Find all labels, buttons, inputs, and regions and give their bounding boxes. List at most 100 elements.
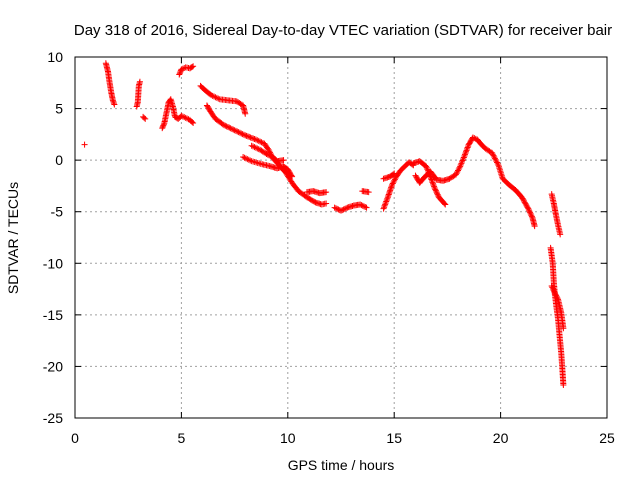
data-point [189, 63, 196, 70]
y-tick-label: -25 [43, 410, 63, 426]
y-tick-label: -10 [43, 255, 63, 271]
data-point [491, 154, 498, 161]
x-tick-label: 15 [386, 430, 402, 446]
data-point [490, 152, 497, 159]
data-point [554, 295, 561, 302]
grid-lines [75, 57, 607, 418]
data-point [250, 135, 257, 142]
data-point [258, 139, 265, 146]
data-point [432, 186, 439, 193]
data-point [528, 212, 535, 219]
y-tick-label: -5 [51, 204, 64, 220]
data-point [250, 143, 257, 150]
data-point [247, 134, 254, 141]
data-point [239, 131, 246, 138]
data-point [458, 160, 465, 167]
data-point [465, 143, 472, 150]
data-point [429, 179, 436, 186]
data-point [430, 182, 437, 189]
data-point [323, 200, 330, 207]
data-point [521, 199, 528, 206]
data-point [455, 166, 462, 173]
data-point [524, 204, 531, 211]
data-point [389, 181, 396, 188]
y-axis-title: SDTVAR / TECUs [5, 182, 21, 294]
data-point [471, 135, 478, 142]
data-point [549, 285, 556, 292]
data-point [560, 381, 567, 388]
data-point [494, 160, 501, 167]
data-point [381, 202, 388, 209]
y-tick-label: 0 [55, 152, 63, 168]
data-point [184, 115, 191, 122]
data-point [461, 153, 468, 160]
data-point [519, 195, 526, 202]
data-point [179, 113, 186, 120]
data-point [223, 123, 230, 130]
data-point [231, 127, 238, 134]
data-point [434, 190, 441, 197]
data-point [289, 173, 296, 180]
data-point [228, 125, 235, 132]
data-point [382, 201, 389, 208]
data-point [520, 196, 527, 203]
data-point [389, 180, 396, 187]
x-tick-label: 0 [71, 430, 79, 446]
x-tick-label: 5 [178, 430, 186, 446]
data-point [560, 325, 567, 332]
x-tick-labels: 0 5 10 15 20 25 [71, 430, 615, 446]
data-point [262, 150, 269, 157]
data-point [452, 171, 459, 178]
data-point [160, 122, 167, 129]
data-point [462, 150, 469, 157]
data-point [463, 147, 470, 154]
data-point [242, 110, 249, 117]
data-point [557, 231, 564, 238]
data-point [362, 203, 369, 210]
data-point [181, 114, 188, 121]
data-point [457, 161, 464, 168]
data-point [222, 122, 229, 129]
data-point [257, 138, 264, 145]
data-point [213, 94, 220, 101]
data-point [357, 201, 364, 208]
x-tick-label: 25 [599, 430, 615, 446]
data-point [428, 177, 435, 184]
data-point [551, 288, 558, 295]
data-point [240, 154, 247, 161]
data-point [526, 208, 533, 215]
data-point [527, 209, 534, 216]
data-point [227, 125, 234, 132]
data-point [358, 202, 365, 209]
data-point [461, 151, 468, 158]
data-point [463, 148, 470, 155]
data-point [423, 163, 430, 170]
data-point [464, 144, 471, 151]
data-point [241, 154, 248, 161]
data-point [460, 155, 467, 162]
data-point [489, 149, 496, 156]
data-point [177, 68, 184, 75]
data-point [522, 200, 529, 207]
data-points [81, 60, 567, 388]
data-point [240, 131, 247, 138]
data-point [211, 93, 218, 100]
data-point [251, 144, 258, 151]
data-point [159, 123, 166, 130]
data-point [460, 154, 467, 161]
data-point [430, 180, 437, 187]
data-point [178, 66, 185, 73]
data-point [521, 198, 528, 205]
data-point [230, 126, 237, 133]
data-point [527, 210, 534, 217]
data-point [469, 134, 476, 141]
axis-ticks [74, 56, 608, 419]
data-point [245, 156, 252, 163]
data-point [523, 203, 530, 210]
data-point [243, 132, 250, 139]
data-point [525, 205, 532, 212]
data-point [382, 199, 389, 206]
data-point [381, 204, 388, 211]
data-point [431, 183, 438, 190]
